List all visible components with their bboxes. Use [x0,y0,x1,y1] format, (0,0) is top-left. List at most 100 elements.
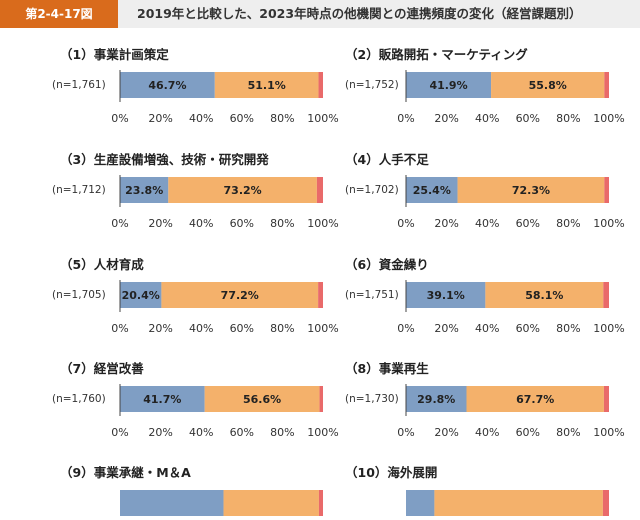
x-tick-label: 80% [556,322,580,335]
bar-increased [406,386,467,412]
label-increased: 39.1% [427,289,465,302]
bar-decreased [603,282,609,308]
label-increased: 46.7% [148,79,186,92]
x-tick-label: 60% [230,217,254,230]
label-increased: 23.8% [125,184,163,197]
chart-panel: （4）人手不足 (n=1,702) 25.4% 72.3% 0% 20% 40% 60% 80%… [0,0,625,230]
bar-decreased [316,177,323,203]
bar-chart-svg [120,490,323,516]
sample-size-label: (n=1,730) [345,393,399,405]
label-unchanged: 55.8% [529,79,567,92]
x-tick-label: 20% [148,112,172,125]
x-tick-label: 100% [307,112,338,125]
x-tick-label: 100% [593,322,624,335]
x-tick-label: 60% [516,112,540,125]
x-tick-label: 60% [516,322,540,335]
label-unchanged: 56.6% [243,393,281,406]
stacked-bar-plot: 41.7% 56.6% 0% 20% 40% 60% 80% 100% [111,384,353,448]
panel-title: （8）事業再生 [345,361,429,376]
label-unchanged: 51.1% [248,79,286,92]
panel-title: （1）事業計画策定 [60,47,169,62]
label-unchanged: 67.7% [516,393,554,406]
chart-panel: （5）人材育成 (n=1,705) 20.4% 77.2% 0% 20% 40% 60% 80%… [0,0,339,335]
x-tick-label: 80% [270,217,294,230]
x-tick-label: 20% [148,426,172,439]
bar-decreased [604,72,609,98]
bar-decreased [318,282,323,308]
chart-panel: （10）海外展開 [0,0,609,516]
stacked-bar-plot: 25.4% 72.3% 0% 20% 40% 60% 80% 100% [397,175,639,239]
panel-title: （7）経営改善 [60,361,144,376]
bar-chart-svg: 25.4% 72.3% 0% 20% 40% 60% 80% 100% [397,175,625,230]
label-unchanged: 58.1% [525,289,563,302]
bar-decreased [602,490,609,516]
x-tick-label: 0% [397,426,414,439]
bar-unchanged [161,282,319,308]
bar-increased [120,72,215,98]
bar-chart-svg: 46.7% 51.1% 0% 20% 40% 60% 80% 100% [111,70,339,125]
x-tick-label: 80% [270,112,294,125]
sample-size-label: (n=1,751) [345,289,399,301]
x-tick-label: 20% [434,112,458,125]
x-tick-label: 0% [397,217,414,230]
bar-unchanged [485,282,604,308]
bar-unchanged [466,386,604,412]
x-tick-label: 40% [475,426,499,439]
bar-increased [406,177,458,203]
x-tick-label: 60% [230,112,254,125]
x-tick-label: 0% [397,322,414,335]
label-increased: 41.9% [429,79,467,92]
bar-decreased [604,177,609,203]
x-tick-label: 80% [556,112,580,125]
bar-increased [120,282,162,308]
label-unchanged: 73.2% [224,184,262,197]
label-unchanged: 72.3% [512,184,550,197]
stacked-bar-plot: 23.8% 73.2% 0% 20% 40% 60% 80% 100% [111,175,353,239]
x-tick-label: 0% [111,322,128,335]
x-tick-label: 40% [475,112,499,125]
x-tick-label: 40% [475,322,499,335]
label-increased: 20.4% [122,289,160,302]
bar-unchanged [214,72,319,98]
bar-chart-svg [406,490,609,516]
stacked-bar-plot: 41.9% 55.8% 0% 20% 40% 60% 80% 100% [397,70,639,134]
x-tick-label: 20% [434,217,458,230]
x-tick-label: 80% [270,426,294,439]
bar-unchanged [457,177,605,203]
sample-size-label: (n=1,760) [52,393,106,405]
panel-title: （10）海外展開 [345,465,438,480]
label-increased: 41.7% [143,393,181,406]
x-tick-label: 60% [230,322,254,335]
x-tick-label: 100% [307,322,338,335]
x-tick-label: 0% [111,426,128,439]
bar-chart-svg: 29.8% 67.7% 0% 20% 40% 60% 80% 100% [397,384,625,439]
chart-panel: （8）事業再生 (n=1,730) 29.8% 67.7% 0% 20% 40% 60% 80%… [0,0,625,439]
label-unchanged: 77.2% [221,289,259,302]
x-tick-label: 80% [270,322,294,335]
panel-title: （3）生産設備増強、技術・研究開発 [60,152,269,167]
bar-chart-svg: 39.1% 58.1% 0% 20% 40% 60% 80% 100% [397,280,625,335]
bar-unchanged [434,490,603,516]
bar-chart-svg: 41.9% 55.8% 0% 20% 40% 60% 80% 100% [397,70,625,125]
x-tick-label: 40% [189,322,213,335]
panel-title: （6）資金繰り [345,257,429,272]
bar-chart-svg: 41.7% 56.6% 0% 20% 40% 60% 80% 100% [111,384,339,439]
x-tick-label: 60% [516,426,540,439]
x-tick-label: 20% [434,426,458,439]
bar-increased [120,177,169,203]
bar-decreased [318,72,323,98]
panel-title: （5）人材育成 [60,257,144,272]
x-tick-label: 20% [148,217,172,230]
x-tick-label: 40% [189,112,213,125]
figure-number: 第2-4-17図 [0,0,118,28]
bar-chart-svg: 20.4% 77.2% 0% 20% 40% 60% 80% 100% [111,280,339,335]
x-tick-label: 60% [516,217,540,230]
chart-panel: （2）販路開拓・マーケティング (n=1,752) 41.9% 55.8% 0% 20% 4… [0,0,625,125]
x-tick-label: 20% [434,322,458,335]
x-tick-label: 40% [475,217,499,230]
label-increased: 25.4% [413,184,451,197]
label-increased: 29.8% [417,393,455,406]
figure-header: 第2-4-17図 2019年と比較した、2023年時点の他機関との連携頻度の変化… [0,0,640,28]
bar-unchanged [168,177,317,203]
chart-panel: （6）資金繰り (n=1,751) 39.1% 58.1% 0% 20% 40% 60% 80%… [0,0,625,335]
